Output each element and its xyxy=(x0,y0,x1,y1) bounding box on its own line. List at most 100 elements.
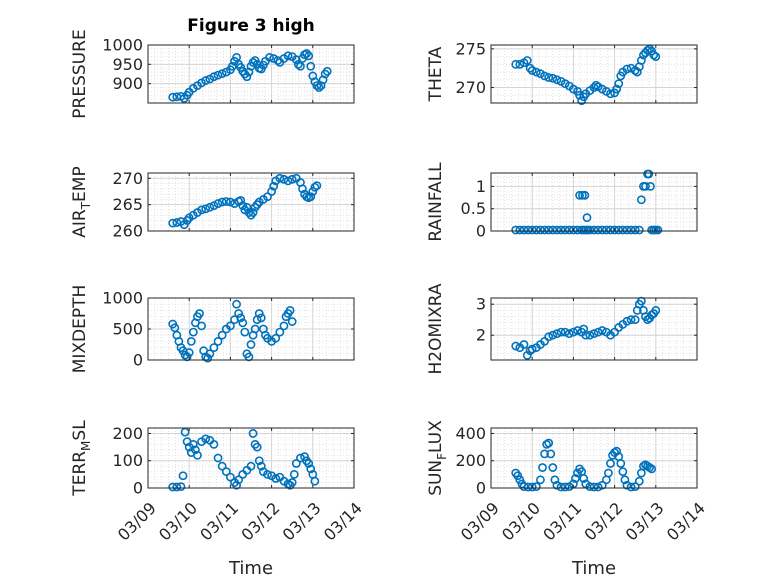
data-point xyxy=(604,468,613,478)
data-point xyxy=(242,202,252,212)
subplot-2: 270 275 THETA xyxy=(426,39,698,106)
data-point xyxy=(649,50,659,60)
data-point xyxy=(610,225,619,235)
data-point xyxy=(593,482,603,492)
data-point xyxy=(556,482,566,492)
data-point xyxy=(267,187,276,196)
data-point xyxy=(271,333,281,343)
data-point xyxy=(238,318,248,328)
y-tick-label: 1 xyxy=(476,177,486,196)
data-point xyxy=(579,474,589,483)
data-point xyxy=(597,480,607,490)
data-point xyxy=(184,348,194,357)
data-point xyxy=(606,89,615,99)
plot-area xyxy=(491,45,697,103)
data-point xyxy=(616,459,626,468)
data-point xyxy=(234,475,244,485)
data-point xyxy=(511,59,521,69)
data-point xyxy=(519,225,529,235)
data-point xyxy=(289,469,299,479)
data-point xyxy=(634,476,644,486)
data-point xyxy=(232,299,241,309)
data-point xyxy=(213,199,223,208)
data-point xyxy=(630,482,640,492)
data-point xyxy=(515,59,525,69)
data-point xyxy=(651,305,661,315)
data-point xyxy=(213,453,223,463)
data-point xyxy=(575,190,584,200)
subplot-4: 0 0.5 1 RAINFALL xyxy=(426,162,698,242)
data-point xyxy=(589,482,599,492)
data-point xyxy=(252,442,262,452)
data-point xyxy=(306,192,316,202)
x-tick-label: 03/14 xyxy=(320,498,366,544)
y-axis-label: THETA xyxy=(426,46,446,102)
data-point xyxy=(540,225,549,235)
data-point xyxy=(269,54,279,63)
data-point xyxy=(193,450,202,460)
data-point xyxy=(523,225,533,235)
data-point xyxy=(197,205,206,215)
y-tick-label: 100 xyxy=(112,451,143,470)
data-point xyxy=(246,461,256,471)
data-point xyxy=(188,439,198,449)
data-point xyxy=(213,70,223,80)
y-tick-label: 270 xyxy=(112,169,143,188)
y-tick-label: 1000 xyxy=(102,36,143,55)
data-point xyxy=(527,344,537,354)
data-point xyxy=(291,459,301,468)
data-point xyxy=(544,73,554,82)
data-point xyxy=(293,59,303,69)
data-point xyxy=(314,83,324,92)
data-point xyxy=(606,225,615,235)
data-point xyxy=(626,315,636,325)
data-point xyxy=(197,321,206,331)
data-point xyxy=(622,316,632,326)
data-point xyxy=(569,225,578,235)
data-point xyxy=(560,225,570,235)
data-point xyxy=(548,225,558,235)
data-point xyxy=(283,176,293,186)
data-point xyxy=(168,482,178,492)
data-point xyxy=(213,336,223,346)
data-point xyxy=(653,225,663,235)
x-tick-label: 03/11 xyxy=(539,498,585,544)
data-point xyxy=(205,349,215,359)
data-point xyxy=(527,66,537,75)
data-point xyxy=(306,464,316,474)
y-tick-label: 400 xyxy=(455,424,486,443)
data-point xyxy=(585,225,595,235)
data-point xyxy=(209,343,219,352)
data-point xyxy=(626,225,636,235)
data-point xyxy=(519,482,529,492)
y-axis-label: RAINFALL xyxy=(426,162,446,242)
data-point xyxy=(622,225,632,235)
data-point xyxy=(236,196,246,205)
figure-title: Figure 3 high xyxy=(187,16,315,36)
data-point xyxy=(593,225,603,235)
data-point xyxy=(201,204,211,214)
x-tick-label: 03/09 xyxy=(114,498,160,544)
data-point xyxy=(585,330,595,340)
y-axis-label: H2OMIXRA xyxy=(426,283,446,374)
data-point xyxy=(256,313,266,323)
data-point xyxy=(209,439,219,449)
data-point xyxy=(651,52,661,61)
data-point xyxy=(511,225,521,235)
data-point xyxy=(283,51,293,61)
data-point xyxy=(582,213,592,223)
axes-box xyxy=(147,427,355,489)
y-tick-label: 1000 xyxy=(102,289,143,308)
data-point xyxy=(626,482,636,492)
data-point xyxy=(221,467,231,477)
data-point xyxy=(287,478,297,487)
x-tick-label: 03/09 xyxy=(457,498,503,544)
data-point xyxy=(515,225,525,235)
data-point xyxy=(221,197,231,206)
data-point xyxy=(254,456,264,466)
data-point xyxy=(201,76,211,85)
data-point xyxy=(552,329,562,339)
